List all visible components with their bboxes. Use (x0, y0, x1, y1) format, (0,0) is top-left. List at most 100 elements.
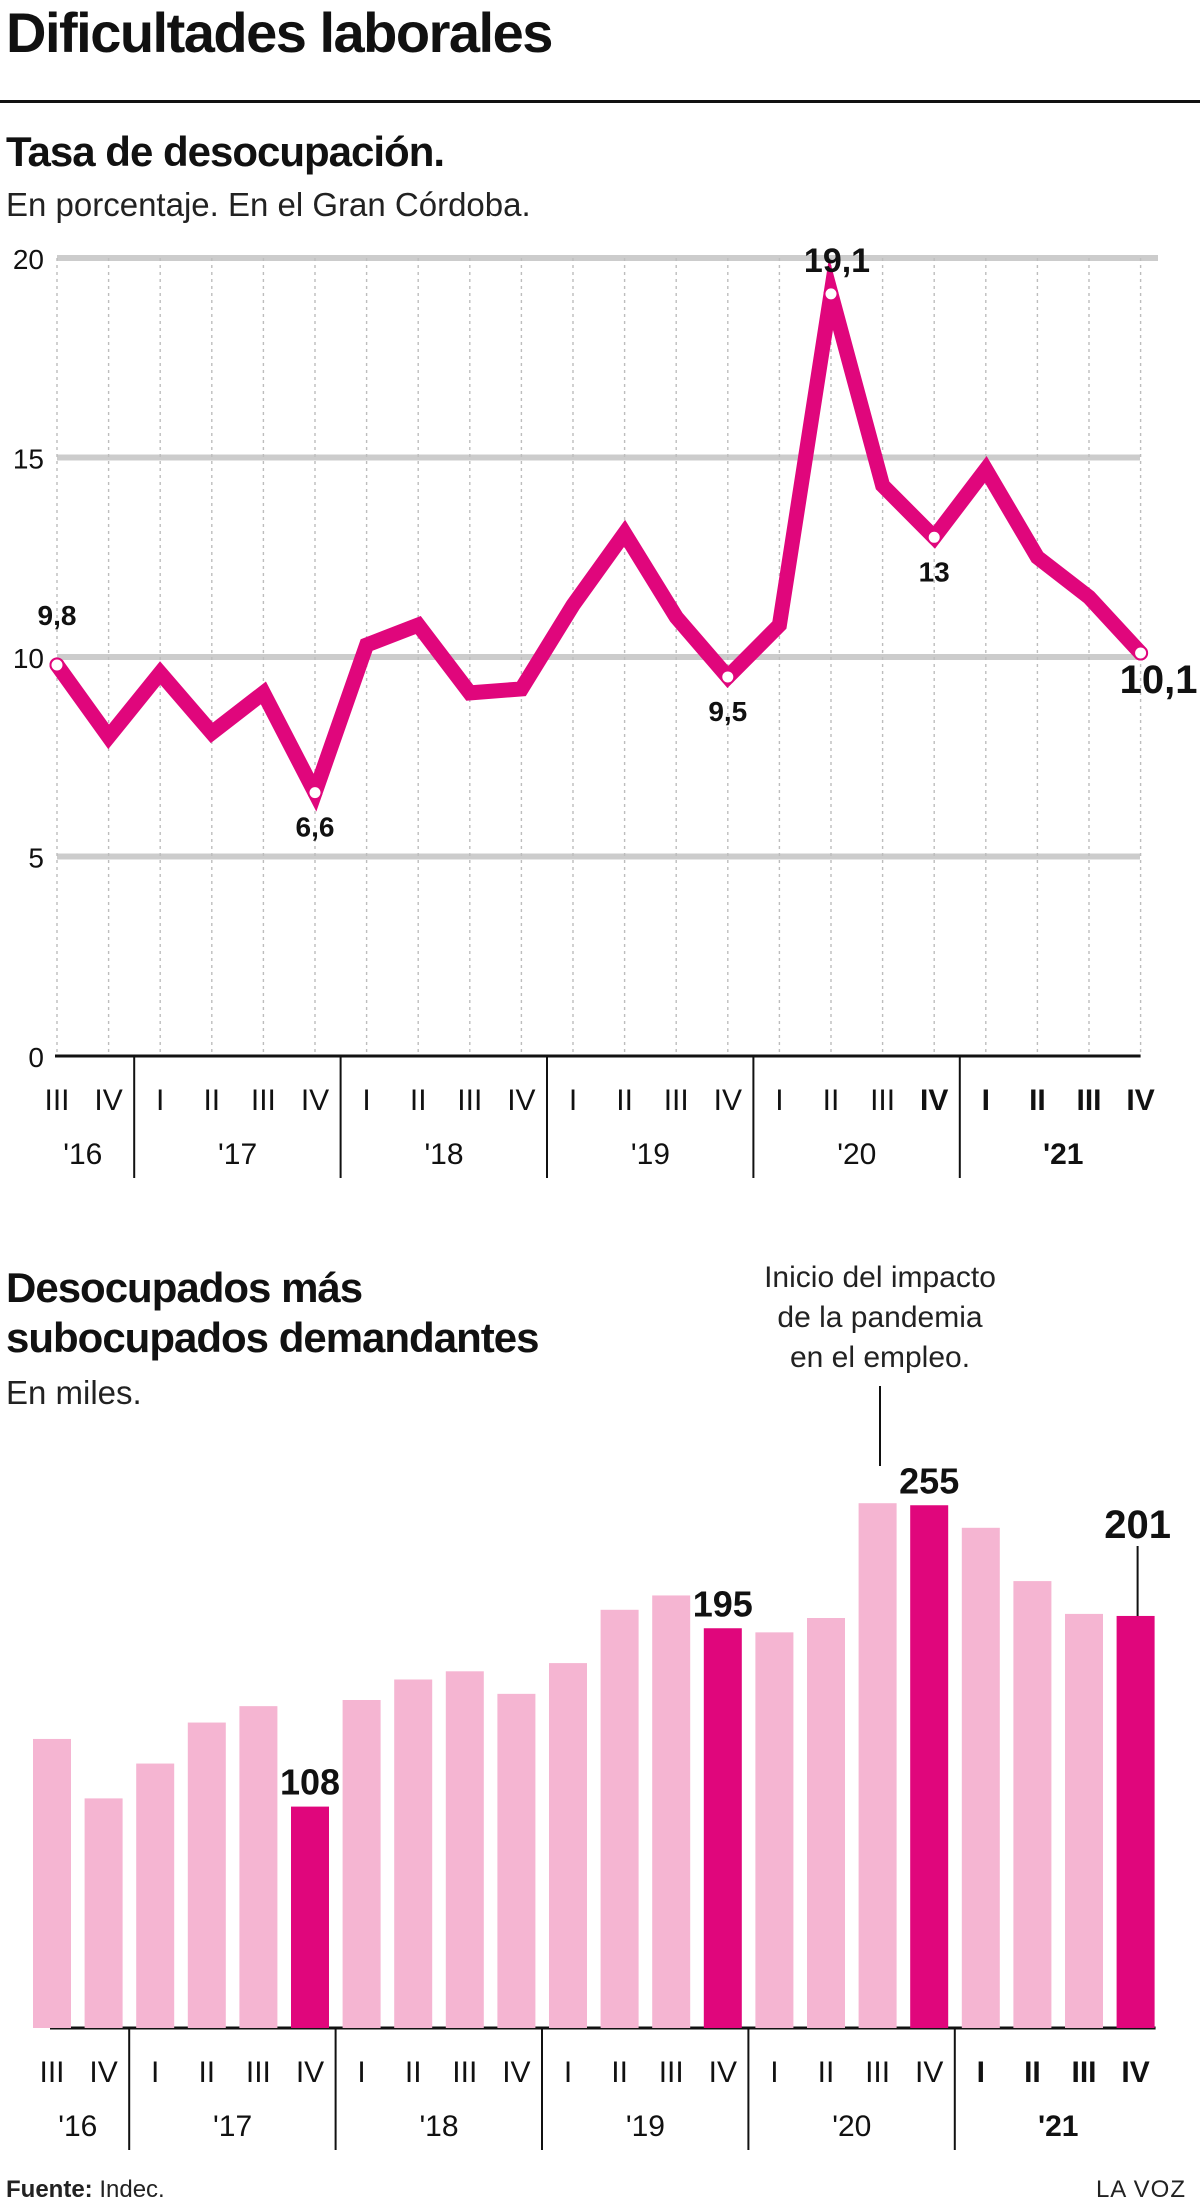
bar (33, 1738, 71, 2028)
bar (703, 1628, 742, 2028)
x-tick-label: III (39, 2056, 64, 2089)
x-tick-label: II (198, 2056, 215, 2089)
x-tick-label: III (1076, 1084, 1101, 1117)
x-tick-label: I (982, 1084, 990, 1117)
pandemic-annotation: Inicio del impacto de la pandemia en el … (740, 1258, 1020, 1378)
bar (600, 1609, 639, 2028)
bar (858, 1503, 897, 2028)
year-label: '16 (63, 1138, 102, 1171)
x-tick-label: IV (709, 2056, 737, 2089)
x-tick-label: III (664, 1084, 689, 1117)
x-tick-label: IV (296, 2056, 324, 2089)
data-label: 10,1 (1120, 658, 1198, 702)
bar-value-label: 195 (693, 1583, 753, 1624)
bar (394, 1679, 433, 2028)
x-tick-label: IV (507, 1084, 535, 1117)
source-name: Indec. (92, 2176, 165, 2203)
year-label: '21 (1038, 2110, 1079, 2143)
annotation-line: Inicio del impacto (764, 1261, 996, 1294)
x-tick-label: II (1029, 1084, 1046, 1117)
footer-brand: LA VOZ (1095, 2176, 1186, 2203)
bar-chart: III IV I II III IV I II III IV I II III IV I II III IV I II… (33, 1386, 1171, 2150)
x-tick-label: I (156, 1084, 164, 1117)
x-tick-label: III (452, 2056, 477, 2089)
x-tick-label: III (251, 1084, 276, 1117)
data-label: 13 (919, 556, 950, 587)
bar (1116, 1615, 1155, 2028)
bar (549, 1663, 587, 2028)
chart2-subtitle: En miles. (6, 1374, 142, 1411)
x-tick-label: IV (1121, 2056, 1149, 2089)
data-label: 6,6 (296, 812, 335, 843)
bar (136, 1763, 175, 2028)
year-label: '18 (424, 1138, 463, 1171)
x-tick-label: II (823, 1084, 840, 1117)
x-tick-label: III (246, 2056, 271, 2089)
x-tick-label: II (203, 1084, 220, 1117)
x-tick-label: II (410, 1084, 427, 1117)
y-tick-label: 0 (28, 1042, 44, 1073)
y-tick-label: 5 (28, 843, 44, 874)
data-point-marker (49, 657, 65, 673)
title-rule (0, 100, 1200, 103)
bar (84, 1798, 123, 2028)
x-tick-label: I (569, 1084, 577, 1117)
x-tick-label: I (977, 2056, 985, 2089)
chart2-title-line1: Desocupados más (6, 1264, 363, 1311)
y-tick-label: 10 (13, 643, 44, 674)
year-label: '19 (631, 1138, 670, 1171)
bar-value-label: 255 (899, 1460, 959, 1501)
source-label: Fuente: (6, 2176, 93, 2203)
data-label: 9,8 (38, 600, 77, 631)
x-tick-label: II (405, 2056, 422, 2089)
x-tick-label: I (775, 1084, 783, 1117)
x-tick-label: IV (920, 1084, 948, 1117)
x-tick-label: II (1024, 2056, 1041, 2089)
year-label: '17 (213, 2110, 252, 2143)
x-tick-label: I (362, 1084, 370, 1117)
year-label: '16 (58, 2110, 97, 2143)
y-tick-label: 15 (13, 444, 44, 475)
data-point-marker (307, 785, 323, 801)
x-tick-label: IV (94, 1084, 122, 1117)
year-label: '20 (832, 2110, 871, 2143)
year-label: '18 (419, 2110, 458, 2143)
chart1-subtitle: En porcentaje. En el Gran Córdoba. (6, 186, 531, 223)
year-label: '19 (626, 2110, 665, 2143)
x-tick-label: IV (915, 2056, 943, 2089)
data-point-marker (823, 286, 839, 302)
chart2-title-line2: subocupados demandantes (6, 1314, 539, 1361)
year-label: '20 (837, 1138, 876, 1171)
bar (961, 1527, 1000, 2028)
x-tick-label: III (870, 1084, 895, 1117)
x-tick-label: IV (89, 2056, 117, 2089)
footer-source: Fuente: Indec. (6, 2176, 165, 2204)
year-label: '17 (218, 1138, 257, 1171)
x-tick-label: I (357, 2056, 365, 2089)
bar (291, 1806, 329, 2028)
x-tick-label: II (818, 2056, 835, 2089)
data-label: 9,5 (708, 696, 747, 727)
y-tick-label: 20 (13, 244, 44, 275)
bar (239, 1706, 278, 2028)
data-point-marker (720, 669, 736, 685)
bar (1013, 1581, 1052, 2028)
bar (807, 1618, 845, 2028)
annotation-line: de la pandemia (777, 1301, 983, 1334)
data-point-marker (926, 529, 942, 545)
data-label: 19,1 (804, 242, 870, 280)
bar (652, 1595, 691, 2028)
x-tick-label: III (865, 2056, 890, 2089)
annotation-line: en el empleo. (789, 1341, 971, 1374)
x-tick-label: IV (714, 1084, 742, 1117)
bar (1065, 1613, 1103, 2028)
x-tick-label: II (616, 1084, 633, 1117)
bar (187, 1722, 226, 2028)
year-label: '21 (1043, 1138, 1084, 1171)
x-tick-label: I (770, 2056, 778, 2089)
main-title: Dificultades laborales (6, 1, 553, 64)
x-tick-label: IV (1126, 1084, 1154, 1117)
bar (910, 1505, 949, 2028)
bar (755, 1632, 794, 2028)
